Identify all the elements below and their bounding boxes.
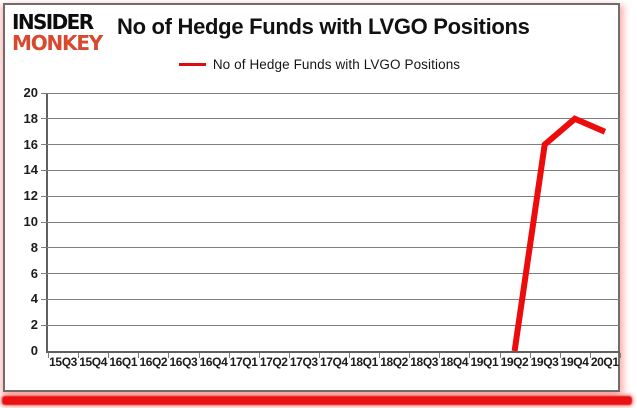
y-tick-label: 20 (23, 85, 38, 100)
x-tick-label: 15Q4 (79, 355, 108, 369)
x-tick-mark (439, 353, 441, 358)
x-tick-label: 16Q2 (139, 355, 168, 369)
gridline (41, 118, 620, 120)
y-tick-label: 8 (30, 239, 38, 255)
x-tick-mark (499, 353, 501, 358)
x-tick-mark (559, 353, 561, 358)
x-tick-label: 19Q3 (530, 355, 559, 369)
x-tick-label: 19Q1 (470, 355, 499, 369)
x-tick-mark (379, 353, 381, 358)
x-tick-label: 16Q3 (169, 355, 198, 369)
series-line-svg (511, 115, 607, 352)
plot-area: 0 2 4 6 8 10 12 14 16 18 20 15Q3 15Q4 16Q1 16Q2 16Q3 16Q… (24, 85, 621, 369)
x-tick-mark (529, 353, 531, 358)
gridline (41, 169, 620, 171)
x-tick-label: 17Q3 (289, 355, 318, 369)
x-tick-mark (168, 353, 170, 358)
insider-monkey-logo: INSIDER MONKEY (12, 10, 103, 55)
x-tick-mark (318, 353, 320, 358)
x-tick-label: 18Q4 (440, 355, 469, 369)
gridline (41, 92, 620, 94)
gridline (41, 247, 620, 249)
x-tick-mark (48, 353, 49, 358)
x-tick-label: 19Q2 (500, 355, 529, 369)
x-tick-label: 17Q4 (320, 355, 348, 369)
x-tick-label: 17Q1 (229, 355, 258, 369)
x-tick-label: 19Q4 (560, 355, 589, 369)
x-tick-label: 17Q2 (259, 355, 288, 369)
y-tick-label: 10 (23, 214, 38, 229)
y-axis-tick-labels: 0 2 4 6 8 10 12 14 16 18 20 (0, 85, 38, 358)
y-tick-label: 0 (30, 343, 38, 358)
legend-line-sample-icon (178, 63, 206, 66)
x-tick-mark (349, 353, 351, 358)
gridline (41, 273, 620, 275)
gridline (41, 221, 620, 223)
y-tick-label: 14 (23, 162, 38, 178)
x-tick-label: 16Q1 (109, 355, 138, 369)
chart-title: No of Hedge Funds with LVGO Positions (117, 14, 530, 39)
y-tick-label: 18 (23, 110, 38, 126)
gridline (41, 144, 620, 146)
x-tick-mark (108, 353, 110, 358)
logo-text-insider: INSIDER (12, 10, 94, 34)
chart-card: INSIDER MONKEY No of Hedge Funds with LV… (3, 3, 621, 392)
legend-label: No of Hedge Funds with LVGO Positions (212, 57, 461, 72)
x-tick-mark (620, 353, 621, 358)
x-tick-label: 18Q2 (380, 355, 408, 369)
x-tick-mark (138, 353, 140, 358)
y-tick-label: 2 (30, 317, 38, 333)
x-tick-mark (228, 353, 230, 358)
chart-legend: No of Hedge Funds with LVGO Positions (13, 57, 626, 72)
y-tick-label: 16 (23, 136, 38, 152)
gridline (41, 324, 620, 326)
logo-text-monkey: MONKEY (12, 31, 103, 55)
x-tick-mark (409, 353, 411, 358)
x-axis-tick-labels: 15Q3 15Q4 16Q1 16Q2 16Q3 16Q4 17Q1 17Q2 17Q3 17Q4… (48, 355, 620, 369)
gridline (41, 195, 620, 197)
x-tick-label: 20Q1 (590, 355, 619, 369)
series-line (511, 115, 607, 352)
bottom-red-accent-bar (2, 396, 632, 405)
x-tick-mark (288, 353, 290, 358)
x-tick-mark (78, 353, 80, 358)
y-tick-label: 4 (30, 291, 38, 307)
x-tick-mark (198, 353, 200, 358)
x-tick-label: 18Q1 (350, 355, 378, 369)
y-tick-label: 6 (30, 265, 38, 281)
gridline (41, 298, 620, 300)
x-tick-mark (589, 353, 591, 358)
x-tick-label: 15Q3 (49, 355, 77, 369)
x-tick-label: 16Q4 (199, 355, 228, 369)
x-tick-mark (469, 353, 471, 358)
x-tick-label: 18Q3 (410, 355, 439, 369)
x-tick-mark (258, 353, 260, 358)
y-tick-label: 12 (23, 188, 38, 204)
